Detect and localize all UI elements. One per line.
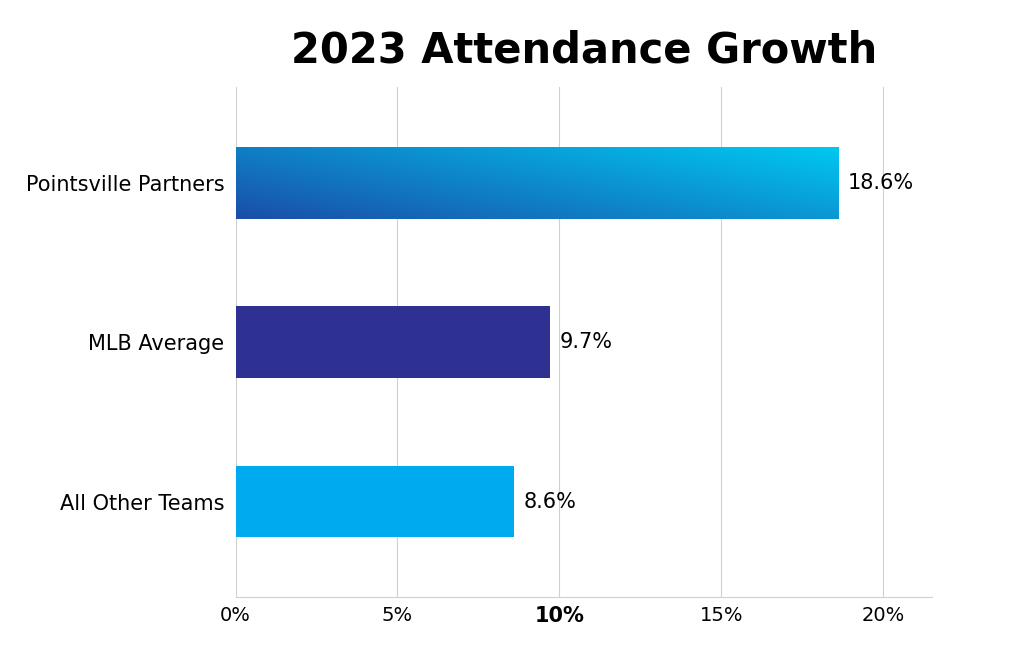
Title: 2023 Attendance Growth: 2023 Attendance Growth [291, 30, 877, 71]
Text: 18.6%: 18.6% [848, 173, 913, 193]
Text: 8.6%: 8.6% [523, 492, 577, 511]
Bar [236, 466, 514, 537]
Text: 9.7%: 9.7% [559, 332, 612, 352]
Bar [236, 307, 550, 378]
